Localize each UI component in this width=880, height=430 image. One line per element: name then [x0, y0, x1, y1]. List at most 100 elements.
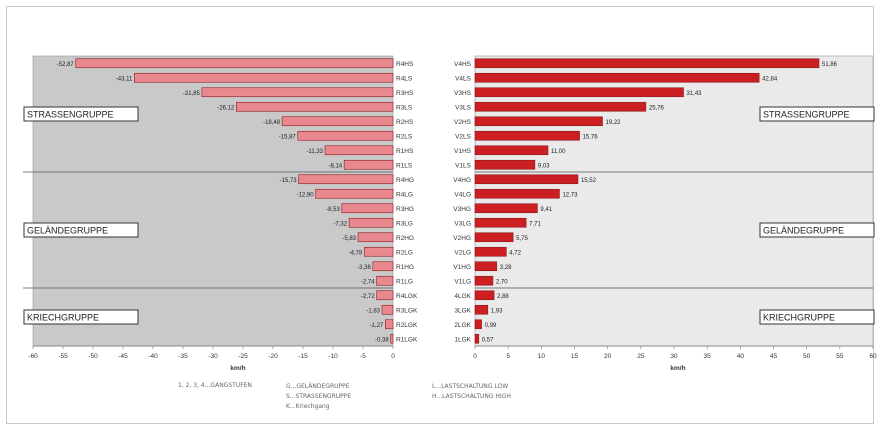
category-label: R1LGK	[396, 336, 418, 343]
legend-item: G...GELÄNDEGRUPPE	[286, 383, 350, 390]
category-label: 1LGK	[454, 336, 471, 343]
legend-item: L...LASTSCHALTUNG LOW	[432, 383, 509, 390]
data-label: 1,93	[491, 308, 503, 314]
plot-area	[474, 55, 874, 347]
category-label: R2LS	[396, 133, 413, 140]
data-label: -8,53	[326, 207, 340, 213]
bar	[385, 319, 394, 330]
bar	[298, 174, 394, 185]
group-label: STRASSENGRUPPE	[763, 110, 850, 120]
bar	[474, 116, 603, 127]
x-axis-title: km/h	[230, 365, 245, 372]
data-label: 51,86	[822, 62, 838, 68]
x-tick-label: -5	[360, 353, 366, 360]
bar	[315, 188, 394, 199]
x-tick-label: -30	[208, 353, 218, 360]
category-label: V4LG	[454, 191, 471, 198]
data-label: -11,33	[306, 149, 323, 155]
left-panel: STRASSENGRUPPE GELÄNDEGRUPPE KRIECHGRUPPE R…	[23, 55, 418, 372]
x-tick-label: 30	[670, 353, 678, 360]
data-label: -1,83	[366, 308, 380, 314]
category-label: R1HG	[396, 264, 414, 271]
category-label: R1LS	[396, 162, 413, 169]
bar	[474, 319, 482, 330]
category-label: R2LGK	[396, 322, 418, 329]
bar	[474, 145, 549, 156]
x-tick-label: 0	[473, 353, 477, 360]
data-label: -7,32	[333, 221, 347, 227]
category-label: V2LG	[454, 249, 471, 256]
bar	[201, 87, 394, 98]
category-label: R4LG	[396, 191, 413, 198]
category-label: 2LGK	[454, 322, 471, 329]
plot-area	[32, 55, 394, 347]
category-label: V3LG	[454, 220, 471, 227]
bar	[474, 159, 536, 170]
data-label: 0,57	[482, 337, 494, 343]
bar	[474, 87, 684, 98]
category-label: V4LS	[455, 75, 472, 82]
x-tick-label: 40	[737, 353, 745, 360]
category-label: V1HG	[453, 264, 471, 271]
category-label: R2HS	[396, 119, 414, 126]
bar	[348, 217, 394, 228]
group-label-box	[759, 106, 875, 122]
bar	[474, 232, 514, 243]
category-label: V3HS	[454, 90, 472, 97]
data-label: 3,28	[500, 265, 512, 271]
bar	[474, 333, 480, 344]
category-label: V3HG	[453, 206, 471, 213]
category-label: R3LGK	[396, 307, 418, 314]
data-label: 12,73	[562, 192, 578, 198]
group-label-box	[23, 106, 139, 122]
data-label: -43,11	[116, 76, 133, 82]
x-tick-label: 15	[571, 353, 579, 360]
category-label: V2LS	[455, 133, 472, 140]
bar	[372, 261, 394, 272]
bar	[474, 275, 494, 286]
data-label: 9,03	[538, 163, 550, 169]
bar	[474, 72, 760, 83]
category-label: V1LG	[454, 278, 471, 285]
bar	[75, 58, 394, 69]
x-tick-label: 0	[391, 353, 395, 360]
x-tick-label: -45	[118, 353, 128, 360]
category-label: V3LS	[455, 104, 472, 111]
x-tick-label: -15	[298, 353, 308, 360]
group-label: KRIECHGRUPPE	[27, 313, 99, 323]
legend-col1: 1, 2, 3, 4...GANGSTUFEN	[178, 382, 252, 389]
category-label: R1HS	[396, 148, 414, 155]
bar	[474, 290, 495, 301]
category-label: R1LG	[396, 278, 413, 285]
group-label-box	[23, 222, 139, 238]
bar	[376, 275, 394, 286]
data-label: 31,43	[686, 91, 702, 97]
data-label: 0,99	[485, 323, 497, 329]
x-tick-label: 35	[704, 353, 712, 360]
data-label: -15,87	[279, 134, 297, 140]
bar	[134, 72, 394, 83]
category-label: V4HG	[453, 177, 471, 184]
bar	[474, 217, 527, 228]
x-tick-label: -55	[58, 353, 68, 360]
data-label: 11,00	[551, 149, 566, 155]
x-tick-label: -40	[148, 353, 158, 360]
bar	[376, 290, 394, 301]
bar	[364, 246, 394, 257]
x-tick-label: 10	[538, 353, 546, 360]
data-label: 2,88	[497, 294, 509, 300]
category-label: R4LGK	[396, 293, 418, 300]
legend-item: K...Kriechgang	[286, 403, 330, 410]
bar	[474, 58, 820, 69]
legend-item: H...LASTSCHALTUNG HIGH	[432, 393, 511, 400]
bar	[474, 203, 538, 214]
category-label: V2HS	[454, 119, 472, 126]
x-tick-label: -35	[178, 353, 188, 360]
bar	[381, 304, 394, 315]
bar	[474, 101, 647, 112]
legend-col2: G...GELÄNDEGRUPPE S...STRASSENGRUPPE K..…	[286, 382, 351, 412]
data-label: -52,87	[57, 62, 75, 68]
category-label: R4HG	[396, 177, 414, 184]
category-label: R3LS	[396, 104, 413, 111]
